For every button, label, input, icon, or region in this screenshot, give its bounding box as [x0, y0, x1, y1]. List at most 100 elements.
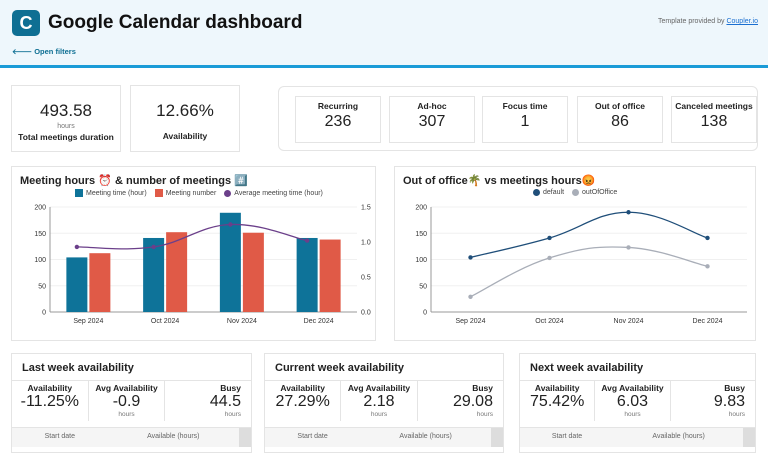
- header: C Google Calendar dashboard Template pro…: [0, 0, 768, 68]
- availability-table-header: Start date Available (hours): [12, 427, 251, 447]
- line-chart-plot: 0 50 100 150 200 Sep 2024 Oct 2024 Nov 2024 Dec …: [415, 205, 747, 325]
- x-tick-label: Dec 2024: [693, 318, 723, 325]
- metric-label: Busy: [220, 383, 242, 393]
- stat-value: 236: [324, 113, 352, 130]
- bar-meeting-number: [319, 239, 341, 312]
- point-default: [547, 235, 552, 241]
- open-filters-button[interactable]: 🡐 Open filters: [12, 47, 76, 56]
- chart-title: Out of office🌴 vs meetings hours😡: [403, 175, 596, 187]
- y-tick-label: 50: [419, 283, 427, 290]
- legend-meeting-number[interactable]: Meeting number: [154, 189, 216, 197]
- column-start-date[interactable]: Start date: [44, 433, 75, 440]
- stat-value: 86: [611, 113, 629, 130]
- bar-meeting-time: [143, 237, 165, 312]
- stat-label: Focus time: [502, 101, 548, 111]
- legend-average-time[interactable]: Average meeting time (hour): [224, 189, 323, 197]
- line-outOfOffice: [470, 246, 708, 298]
- point-outOfOffice: [705, 264, 710, 269]
- y-tick-label: 100: [34, 257, 46, 264]
- column-start-date[interactable]: Start date: [551, 433, 583, 440]
- out-of-office-chart: Out of office🌴 vs meetings hours😡 defaul…: [394, 166, 756, 341]
- week-availability-card: Next week availability Availability 75.42…: [519, 353, 756, 453]
- stat-focus-time: Focus time 1: [482, 96, 568, 143]
- stat-value: 1: [520, 113, 530, 130]
- card-title: Current week availability: [265, 354, 503, 381]
- x-tick-label: Sep 2024: [456, 318, 486, 325]
- busy-metric: Busy 29.08 hours: [418, 381, 503, 421]
- y-tick-label: 200: [34, 205, 46, 212]
- week-availability-card: Current week availability Availability 27…: [264, 353, 504, 453]
- availability-metric: Availability -11.25%: [12, 381, 89, 421]
- stat-label: Ad-hoc: [417, 101, 447, 111]
- stat-label: Canceled meetings: [675, 101, 753, 111]
- metric-value: 27.29%: [275, 393, 330, 410]
- bar-meeting-number: [242, 232, 264, 312]
- meeting-type-stats: Recurring 236 Ad-hoc 307 Focus time 1 Out o…: [278, 86, 758, 151]
- metric-label: Busy: [724, 383, 745, 393]
- point-average-time: [151, 244, 156, 250]
- x-tick-label: Sep 2024: [73, 318, 103, 325]
- avg-availability-metric: Avg Availability -0.9 hours: [89, 381, 166, 421]
- point-average-time: [228, 222, 233, 227]
- line-average-time: [76, 223, 308, 250]
- metric-label: Busy: [472, 383, 493, 393]
- y-tick-label: 100: [415, 257, 427, 264]
- y2-tick-label: 0.0: [361, 310, 371, 317]
- stat-value: 138: [700, 113, 728, 130]
- bar-meeting-time: [296, 237, 318, 312]
- stat-canceled: Canceled meetings 138: [671, 96, 757, 143]
- kpi-unit: hours: [57, 123, 75, 130]
- metric-unit: hours: [624, 411, 641, 418]
- y-tick-label: 150: [34, 231, 46, 238]
- y-tick-label: 150: [415, 231, 427, 238]
- kpi-label: Total meetings duration: [18, 132, 114, 142]
- arrow-left-icon: 🡐: [12, 47, 35, 56]
- avg-availability-metric: Avg Availability 6.03 hours: [595, 381, 671, 421]
- scrollbar[interactable]: [743, 428, 755, 447]
- kpi-availability: 12.66% Availability: [130, 85, 240, 152]
- coupler-logo: C: [12, 10, 40, 36]
- bar-meeting-number: [166, 232, 188, 312]
- legend-meeting-time[interactable]: Meeting time (hour): [75, 189, 147, 197]
- y2-tick-label: 1.0: [361, 240, 371, 247]
- metric-unit: hours: [476, 411, 493, 418]
- legend-default[interactable]: default: [533, 189, 564, 196]
- column-available-hours[interactable]: Available (hours): [147, 433, 200, 440]
- stat-out-of-office: Out of office 86: [577, 96, 663, 143]
- y-tick-label: 0: [423, 310, 427, 317]
- credit-text: Template provided by: [657, 18, 727, 25]
- metric-value: 44.5: [209, 393, 242, 410]
- metric-value: 9.83: [713, 393, 745, 410]
- bar-meeting-time: [219, 212, 241, 312]
- x-tick-label: Nov 2024: [227, 318, 257, 325]
- bar-chart-plot: 0 50 100 150 200 0.0 0.5 1.0 1.5 Sep 2024 Oct 2024…: [34, 205, 371, 326]
- column-start-date[interactable]: Start date: [297, 433, 328, 440]
- metric-label: Avg Availability: [347, 383, 411, 393]
- metric-label: Availability: [534, 383, 580, 393]
- metric-label: Availability: [280, 383, 325, 393]
- point-outOfOffice: [547, 255, 552, 261]
- point-outOfOffice: [468, 294, 473, 299]
- point-default: [626, 210, 631, 215]
- kpi-value: 493.58: [40, 101, 92, 120]
- availability-metric: Availability 27.29%: [265, 381, 342, 421]
- kpi-total-duration: 493.58 hours Total meetings duration: [11, 85, 121, 152]
- metric-unit: hours: [370, 411, 388, 418]
- week-availability-card: Last week availability Availability -11.2…: [11, 353, 252, 453]
- column-available-hours[interactable]: Available (hours): [652, 433, 705, 440]
- x-tick-label: Oct 2024: [151, 318, 180, 325]
- y-tick-label: 0: [42, 310, 46, 317]
- scrollbar[interactable]: [239, 428, 251, 447]
- y2-tick-label: 1.5: [361, 205, 371, 212]
- metric-label: Avg Availability: [601, 383, 664, 393]
- chart-legend: default outOfOffice: [533, 189, 617, 196]
- scrollbar[interactable]: [491, 428, 503, 447]
- column-available-hours[interactable]: Available (hours): [399, 433, 452, 440]
- coupler-link[interactable]: Coupler.io: [726, 18, 758, 25]
- point-average-time: [304, 238, 310, 243]
- x-tick-label: Nov 2024: [614, 318, 644, 325]
- legend-out-of-office[interactable]: outOfOffice: [572, 189, 617, 196]
- point-default: [705, 235, 710, 241]
- open-filters-label: Open filters: [34, 47, 76, 56]
- y2-tick-label: 0.5: [361, 275, 371, 282]
